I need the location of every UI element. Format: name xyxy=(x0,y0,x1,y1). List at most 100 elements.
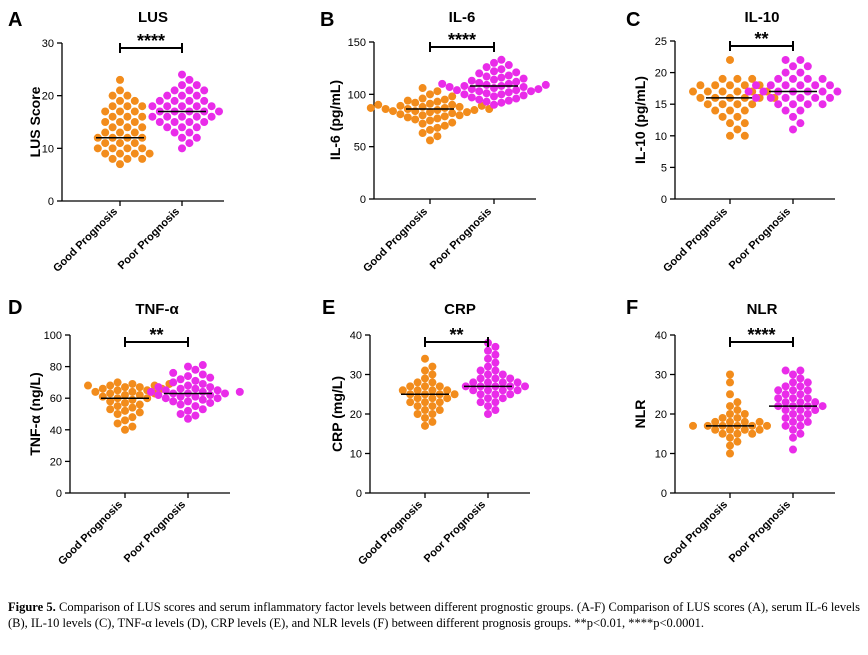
category-label: Good Prognosis xyxy=(356,499,425,568)
category-label: Good Prognosis xyxy=(56,499,125,568)
y-tick-label: 0 xyxy=(360,194,366,206)
data-point xyxy=(207,112,216,121)
data-point xyxy=(101,118,110,126)
data-point xyxy=(428,417,437,426)
data-point xyxy=(121,425,129,434)
panel-letter: B xyxy=(320,9,334,31)
data-point xyxy=(130,107,139,116)
y-tick-label: 150 xyxy=(348,37,366,49)
data-point xyxy=(108,144,117,153)
data-point xyxy=(818,402,827,411)
data-point xyxy=(504,88,513,97)
data-point xyxy=(113,410,122,418)
data-point xyxy=(116,96,124,105)
data-point xyxy=(733,406,742,415)
data-point xyxy=(789,112,797,121)
data-point xyxy=(433,123,442,132)
data-point xyxy=(781,382,790,391)
data-point xyxy=(170,128,179,137)
data-point xyxy=(718,74,727,83)
data-point xyxy=(803,386,812,395)
data-point xyxy=(448,100,457,109)
data-point xyxy=(482,97,491,106)
data-point xyxy=(198,405,207,414)
data-point xyxy=(818,87,827,96)
y-tick-label: 100 xyxy=(348,89,366,101)
data-point xyxy=(469,386,478,395)
data-point xyxy=(185,139,194,148)
data-point xyxy=(504,71,513,80)
data-point xyxy=(726,55,734,64)
data-point xyxy=(512,94,521,103)
data-point xyxy=(396,110,405,119)
data-point xyxy=(135,408,144,417)
category-label: Good Prognosis xyxy=(361,206,430,275)
data-point xyxy=(113,419,122,428)
data-point xyxy=(421,421,429,430)
y-tick-label: 30 xyxy=(350,370,362,382)
data-point xyxy=(718,429,727,438)
data-point xyxy=(497,98,506,107)
data-point xyxy=(413,378,422,387)
data-point xyxy=(101,139,110,148)
data-point xyxy=(484,410,492,418)
y-tick-label: 20 xyxy=(655,409,667,421)
data-point xyxy=(406,382,415,391)
data-point xyxy=(426,90,434,99)
panel-c: C IL-10 IL-10 (pg/mL) 0 5 10 15 20 25 Good Progno… xyxy=(626,9,842,275)
data-point xyxy=(121,383,129,392)
data-point xyxy=(128,403,137,412)
data-point xyxy=(426,108,434,117)
y-tick-label: 20 xyxy=(350,409,362,421)
data-point xyxy=(711,106,720,115)
data-point xyxy=(703,100,712,109)
data-point xyxy=(366,103,375,112)
data-point xyxy=(484,386,492,395)
data-point xyxy=(198,379,207,388)
data-point xyxy=(796,398,805,407)
data-point xyxy=(726,433,734,442)
data-point xyxy=(541,80,550,89)
data-point xyxy=(130,96,139,105)
data-point xyxy=(506,374,515,383)
data-point xyxy=(421,366,429,375)
data-point xyxy=(789,370,797,379)
data-point xyxy=(484,370,492,379)
data-point xyxy=(135,400,144,409)
data-point xyxy=(130,149,139,158)
data-point xyxy=(796,68,805,77)
data-point xyxy=(476,366,485,375)
panel-title: IL-10 xyxy=(744,9,779,26)
data-point xyxy=(513,378,522,387)
data-point xyxy=(497,90,506,99)
data-point xyxy=(482,89,491,98)
caption-text: Comparison of LUS scores and serum infla… xyxy=(8,600,860,630)
data-point xyxy=(443,386,452,395)
data-point xyxy=(711,425,720,434)
data-point xyxy=(191,365,200,374)
data-point xyxy=(726,390,734,399)
data-point xyxy=(421,406,429,415)
significance-label: ** xyxy=(754,29,768,49)
data-point xyxy=(128,395,137,404)
data-point xyxy=(796,382,805,391)
data-point xyxy=(711,417,720,426)
data-point xyxy=(740,410,749,418)
data-point xyxy=(155,96,164,105)
data-point xyxy=(138,102,147,111)
data-point xyxy=(484,378,492,387)
data-point xyxy=(781,421,790,430)
data-point xyxy=(726,119,734,128)
data-point xyxy=(490,100,498,109)
data-point xyxy=(428,402,437,411)
y-tick-label: 0 xyxy=(661,194,667,206)
data-point xyxy=(519,83,528,92)
data-point xyxy=(448,92,457,101)
data-point xyxy=(789,394,797,403)
data-point xyxy=(178,70,186,79)
data-point xyxy=(453,86,461,95)
data-point xyxy=(774,386,783,395)
data-point xyxy=(108,112,117,121)
data-point xyxy=(448,118,457,127)
